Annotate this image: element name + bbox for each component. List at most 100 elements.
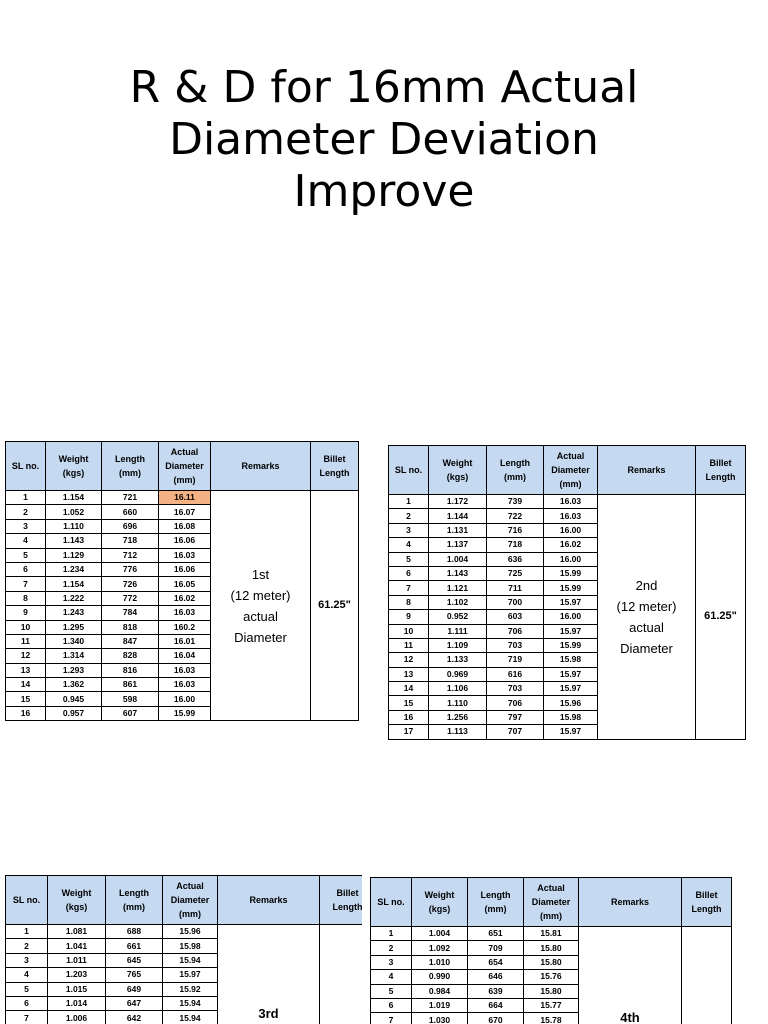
cell-length: 765: [105, 967, 163, 983]
cell-diameter: 16.02: [543, 537, 598, 553]
cell-diameter: 15.80: [523, 940, 579, 956]
cell-length: 639: [467, 983, 524, 999]
table-row: 4 1.143 718 16.06: [5, 533, 359, 549]
cell-length: 816: [101, 662, 159, 679]
cell-sl: 9: [5, 605, 46, 621]
cell-length: 784: [101, 605, 159, 621]
cell-diameter: 16.06: [158, 533, 211, 549]
cell-length: 706: [486, 623, 544, 639]
cell-sl: 3: [5, 952, 48, 969]
cell-diameter: 16.11: [158, 489, 211, 506]
cell-diameter: 15.80: [523, 983, 579, 999]
cell-diameter: 15.97: [543, 666, 598, 683]
cell-weight: 1.144: [428, 508, 487, 524]
header-billet-text: Billet: [709, 458, 732, 468]
header-sl: SL no.: [388, 445, 429, 495]
cell-sl: 6: [5, 561, 46, 578]
cell-diameter: 15.98: [543, 709, 598, 726]
table-row: 15 1.110 706 15.96: [388, 695, 746, 711]
table-body: 1 1.172 739 16.03 2nd (12 meter) actual Diamete…: [388, 493, 746, 740]
header-length-text: (mm): [119, 468, 141, 478]
table-1-wrapper: SL no. Weight (kgs) Length (mm) Actual Diamete…: [5, 441, 359, 741]
remarks-line: 2nd: [635, 577, 658, 593]
cell-weight: 1.340: [45, 633, 102, 650]
cell-diameter: 160.2: [158, 619, 211, 635]
cell-weight: 1.004: [411, 925, 468, 942]
cell-sl: 14: [388, 681, 429, 697]
page-title: R & D for 16mm Actual Diameter Deviation…: [0, 62, 768, 218]
cell-diameter: 15.99: [543, 565, 598, 582]
header-row: SL no. Weight (kgs) Length (mm) Actual Diamete…: [5, 875, 362, 925]
cell-length: 646: [467, 969, 524, 985]
cell-weight: 1.019: [411, 997, 468, 1014]
cell-length: 739: [486, 493, 544, 510]
cell-sl: 3: [388, 522, 429, 539]
cell-length: 828: [101, 648, 159, 664]
cell-weight: 1.143: [45, 533, 102, 549]
cell-sl: 7: [5, 1010, 48, 1024]
header-diameter-text: (mm): [540, 911, 562, 921]
cell-weight: 1.222: [45, 590, 102, 607]
table-header: SL no. Weight (kgs) Length (mm) Actual Diamete…: [388, 445, 746, 495]
cell-diameter: 15.94: [162, 995, 218, 1012]
cell-sl: 5: [5, 547, 46, 563]
header-length-text: Length: [500, 458, 530, 468]
cell-length: 861: [101, 677, 159, 693]
cell-sl: 14: [5, 677, 46, 693]
table-row: 7 1.154 726 16.05: [5, 576, 359, 592]
cell-weight: 1.092: [411, 940, 468, 956]
cell-weight: 1.314: [45, 648, 102, 664]
cell-length: 649: [105, 981, 163, 997]
table-row: 7 1.030 670 15.78: [370, 1012, 732, 1024]
table-4: SL no. Weight (kgs) Length (mm) Actual Diamete…: [370, 877, 732, 1024]
cell-weight: 1.121: [428, 580, 487, 596]
header-length-text: Length: [119, 888, 149, 898]
table-body: 1 1.004 651 15.81 4th 2 1.092 709 15.80 3 1.010 654…: [370, 925, 732, 1024]
cell-diameter: 16.05: [158, 576, 211, 592]
cell-weight: 1.110: [45, 518, 102, 535]
header-diameter: Actual Diameter (mm): [523, 877, 579, 927]
cell-sl: 6: [5, 995, 48, 1012]
remarks-line: (12 meter): [616, 598, 677, 614]
cell-diameter: 15.99: [158, 705, 211, 722]
cell-sl: 5: [370, 983, 412, 999]
header-diameter-text: Actual: [170, 447, 199, 457]
header-weight: Weight (kgs): [45, 441, 102, 491]
cell-length: 818: [101, 619, 159, 635]
cell-sl: 10: [388, 623, 429, 639]
cell-length: 607: [101, 705, 159, 722]
cell-weight: 1.041: [47, 938, 106, 954]
table-2-wrapper: SL no. Weight (kgs) Length (mm) Actual Diamete…: [388, 445, 746, 745]
cell-diameter: 15.94: [162, 1010, 218, 1024]
billet-length-cell: [681, 925, 732, 1024]
cell-length: 645: [105, 952, 163, 969]
header-diameter-text: Diameter: [531, 897, 571, 907]
header-diameter-text: Actual: [176, 881, 204, 891]
cell-length: 772: [101, 590, 159, 607]
cell-diameter: 15.98: [543, 652, 598, 668]
cell-sl: 3: [5, 518, 46, 535]
title-line-2: Diameter Deviation: [169, 114, 599, 165]
cell-weight: 1.137: [428, 537, 487, 553]
cell-sl: 15: [388, 695, 429, 711]
cell-diameter: 15.94: [162, 952, 218, 969]
cell-sl: 1: [370, 925, 412, 942]
cell-weight: 0.990: [411, 969, 468, 985]
cell-length: 776: [101, 561, 159, 578]
cell-length: 847: [101, 633, 159, 650]
cell-length: 661: [105, 938, 163, 954]
header-billet: Billet Length: [310, 441, 359, 491]
cell-weight: 1.154: [45, 576, 102, 592]
remarks-line: actual: [243, 608, 278, 624]
cell-diameter: 16.08: [158, 518, 211, 535]
header-billet: Billet Length: [695, 445, 746, 495]
cell-diameter: 16.03: [543, 508, 598, 524]
cell-weight: 1.081: [47, 923, 106, 940]
cell-diameter: 15.78: [523, 1012, 579, 1024]
table-2: SL no. Weight (kgs) Length (mm) Actual Diamete…: [388, 445, 746, 740]
table-body: 1 1.154 721 16.11 1st (12 meter) actual Diamete…: [5, 489, 359, 722]
cell-sl: 7: [388, 580, 429, 596]
table-row: 1 1.081 688 15.96 3rd: [5, 923, 362, 1024]
remarks-line: Diameter: [234, 629, 287, 645]
cell-sl: 7: [370, 1012, 412, 1024]
